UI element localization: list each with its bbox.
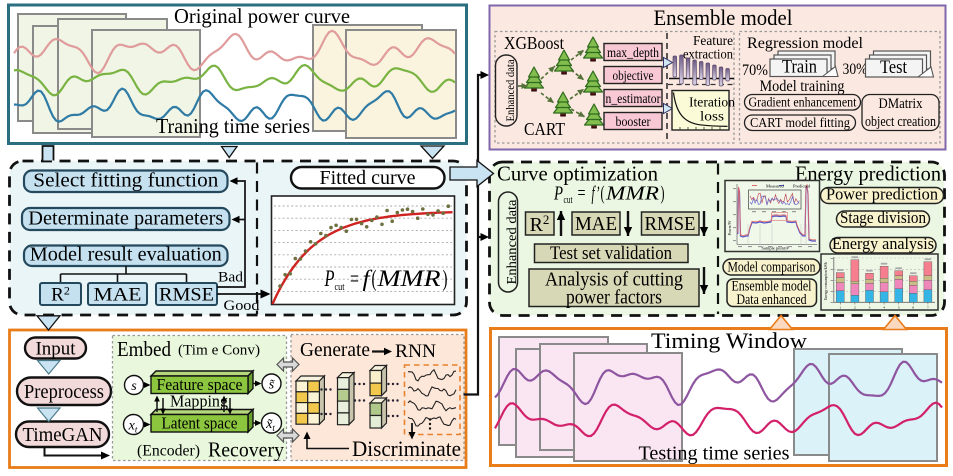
svg-text:(Tim e Conv): (Tim e Conv) bbox=[178, 343, 260, 359]
svg-text:s̃: s̃ bbox=[269, 378, 275, 393]
svg-text:power factors: power factors bbox=[566, 288, 662, 309]
svg-text:Gradient enhancement: Gradient enhancement bbox=[749, 95, 857, 110]
svg-text:Good: Good bbox=[224, 298, 261, 314]
svg-text:2: 2 bbox=[854, 306, 856, 310]
svg-text:objective: objective bbox=[613, 68, 654, 83]
svg-text:Enhanced data: Enhanced data bbox=[504, 200, 519, 285]
svg-text:Sample point/#: Sample point/# bbox=[761, 246, 789, 251]
svg-text:Model comparison: Model comparison bbox=[728, 260, 816, 276]
svg-text:P: P bbox=[324, 266, 335, 291]
svg-text:Iteration: Iteration bbox=[689, 96, 735, 111]
svg-text:n_estimator: n_estimator bbox=[606, 91, 661, 106]
svg-text:RMSE: RMSE bbox=[159, 285, 214, 306]
svg-text:MAE: MAE bbox=[94, 285, 142, 306]
svg-text:(: ( bbox=[601, 183, 605, 205]
svg-text:Traning time series: Traning time series bbox=[156, 114, 310, 138]
svg-text:3: 3 bbox=[869, 306, 871, 310]
svg-text:CART model fitting: CART model fitting bbox=[750, 115, 850, 130]
svg-text:Ensemble model: Ensemble model bbox=[732, 279, 812, 295]
svg-text:f: f bbox=[363, 266, 374, 291]
svg-text:cut: cut bbox=[335, 281, 345, 293]
svg-text:f’: f’ bbox=[592, 183, 600, 205]
svg-text:TimeGAN: TimeGAN bbox=[23, 425, 103, 446]
svg-text:Analysis of cutting: Analysis of cutting bbox=[545, 270, 683, 291]
svg-text:Test set validation: Test set validation bbox=[550, 243, 672, 264]
svg-text:Predicted: Predicted bbox=[793, 184, 811, 189]
svg-text:Original power curve: Original power curve bbox=[174, 4, 350, 28]
svg-text:Stage division: Stage division bbox=[840, 208, 926, 227]
svg-text:Feature space: Feature space bbox=[157, 375, 243, 394]
svg-text:Model training: Model training bbox=[760, 78, 845, 95]
svg-text:Fitted curve: Fitted curve bbox=[320, 167, 416, 189]
svg-text:Enhanced data: Enhanced data bbox=[503, 59, 517, 122]
svg-text:booster: booster bbox=[616, 114, 651, 129]
svg-text:(: ( bbox=[372, 266, 377, 291]
svg-text:xt: xt bbox=[128, 419, 138, 435]
svg-text:Select fitting function: Select fitting function bbox=[33, 170, 218, 192]
svg-text:): ) bbox=[443, 266, 448, 291]
svg-text:Power/W: Power/W bbox=[727, 220, 732, 235]
svg-text:max_depth: max_depth bbox=[607, 45, 659, 60]
svg-text:Latent space: Latent space bbox=[162, 414, 238, 433]
svg-text:Recovery: Recovery bbox=[208, 438, 284, 462]
svg-text:MMR: MMR bbox=[376, 266, 440, 291]
svg-text:(Encoder): (Encoder) bbox=[137, 443, 200, 460]
svg-text:cut: cut bbox=[564, 195, 573, 206]
svg-text:RMSE: RMSE bbox=[645, 213, 696, 235]
svg-text:Input: Input bbox=[36, 339, 77, 359]
svg-text:5: 5 bbox=[898, 306, 900, 310]
svg-text:Test: Test bbox=[880, 58, 908, 78]
svg-text:Energy analysis: Energy analysis bbox=[832, 234, 934, 253]
svg-text:Energy consumption/kWh: Energy consumption/kWh bbox=[824, 262, 828, 300]
svg-text:Power prediction: Power prediction bbox=[826, 185, 938, 204]
svg-text:=: = bbox=[578, 183, 586, 205]
svg-text:Mapping: Mapping bbox=[170, 392, 228, 411]
svg-text:): ) bbox=[661, 183, 665, 205]
svg-text:Ensemble model: Ensemble model bbox=[654, 5, 793, 30]
svg-text:DMatrix: DMatrix bbox=[879, 96, 923, 112]
svg-text:Determinate parameters: Determinate parameters bbox=[28, 208, 223, 230]
svg-text:Generate: Generate bbox=[300, 339, 370, 361]
svg-text:6: 6 bbox=[912, 306, 914, 310]
svg-text:=: = bbox=[350, 266, 359, 291]
svg-text:XGBoost: XGBoost bbox=[504, 33, 564, 53]
svg-text:Regression model: Regression model bbox=[747, 35, 864, 52]
svg-text:Discriminate: Discriminate bbox=[352, 436, 461, 461]
svg-text:Curve optimization: Curve optimization bbox=[497, 162, 658, 186]
svg-text:4: 4 bbox=[883, 306, 885, 310]
svg-text:Bad: Bad bbox=[218, 270, 244, 286]
svg-text:loss: loss bbox=[700, 110, 724, 125]
svg-text:x̃t: x̃t bbox=[265, 417, 275, 433]
svg-text:Feature: Feature bbox=[693, 34, 733, 49]
svg-text:30%: 30% bbox=[843, 61, 868, 78]
svg-text:object creation: object creation bbox=[865, 114, 936, 130]
svg-text:CART: CART bbox=[524, 119, 565, 139]
svg-text:Measured: Measured bbox=[766, 184, 784, 189]
svg-text:70%: 70% bbox=[742, 62, 768, 79]
svg-text:7: 7 bbox=[927, 306, 929, 310]
svg-text:Data enhanced: Data enhanced bbox=[737, 292, 807, 308]
svg-text:Model result evaluation: Model result evaluation bbox=[30, 244, 222, 266]
svg-text:MMR: MMR bbox=[605, 183, 659, 205]
svg-text:Train: Train bbox=[782, 58, 817, 78]
svg-text:s: s bbox=[131, 379, 137, 394]
svg-text:extraction: extraction bbox=[683, 48, 733, 63]
svg-text:Testing time series: Testing time series bbox=[639, 443, 790, 465]
svg-text:Embed: Embed bbox=[117, 337, 171, 361]
svg-text:MAE: MAE bbox=[575, 213, 617, 235]
svg-text:Preprocess: Preprocess bbox=[24, 382, 104, 403]
svg-text:Timing Window: Timing Window bbox=[651, 328, 808, 353]
svg-text:1: 1 bbox=[839, 306, 841, 310]
svg-text:P: P bbox=[553, 183, 563, 205]
svg-text:RNN: RNN bbox=[395, 341, 436, 362]
